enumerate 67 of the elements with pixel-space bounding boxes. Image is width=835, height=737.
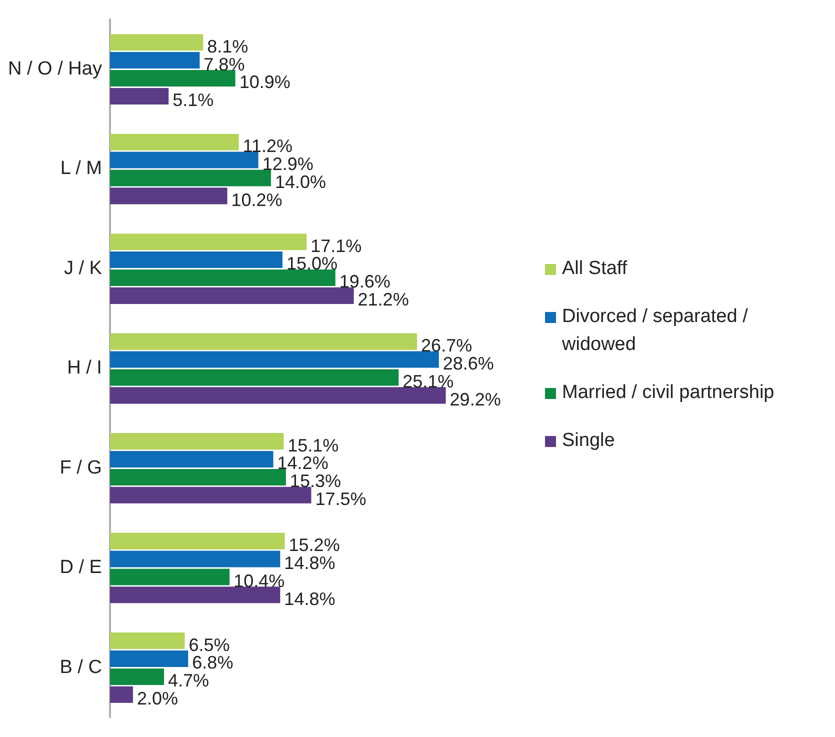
y-tick-label: F / G: [60, 457, 102, 478]
bar: [110, 650, 188, 668]
bar: [110, 134, 239, 150]
bar: [110, 88, 169, 104]
data-label: 17.5%: [315, 489, 366, 510]
data-label: 14.0%: [274, 172, 326, 192]
data-label: 6.5%: [188, 634, 230, 655]
bar: [110, 486, 312, 504]
data-label: 4.7%: [168, 670, 210, 691]
bar: [110, 52, 200, 69]
bar: [110, 333, 418, 350]
data-label: 7.8%: [204, 54, 245, 74]
bar: [110, 152, 258, 168]
data-label: 11.2%: [242, 136, 292, 156]
bar: [110, 632, 185, 650]
bar: [110, 34, 204, 51]
data-label: 2.0%: [136, 688, 178, 709]
bar: [110, 287, 354, 304]
data-label: 15.3%: [290, 471, 341, 492]
legend-label: Married / civil partnership: [562, 381, 774, 405]
bar: [110, 369, 399, 386]
bar: [110, 451, 274, 468]
data-label: 15.1%: [288, 435, 339, 456]
data-label: 26.7%: [421, 336, 472, 356]
data-label: 8.1%: [207, 36, 248, 56]
bar: [110, 686, 133, 703]
y-tick-label: D / E: [60, 557, 102, 578]
data-label: 10.4%: [234, 570, 285, 591]
bar: [110, 532, 285, 550]
bar: [110, 269, 336, 286]
legend-label: All Staff: [562, 257, 628, 281]
bar: [110, 387, 446, 404]
bar: [110, 668, 164, 685]
bar: [110, 468, 286, 486]
bar: [110, 586, 280, 604]
bar: [110, 351, 439, 368]
data-label: 6.8%: [192, 652, 234, 673]
data-label: 10.9%: [239, 72, 290, 92]
data-label: 29.2%: [450, 389, 501, 410]
legend-label: Single: [562, 429, 615, 453]
bar: [110, 550, 280, 568]
y-tick-label: B / C: [60, 656, 102, 678]
data-label: 10.2%: [231, 190, 282, 210]
bar: [110, 70, 236, 87]
bar: [110, 568, 230, 586]
bar: [110, 234, 307, 250]
data-label: 25.1%: [402, 371, 454, 392]
legend-label: Divorced / separated / widowed: [562, 305, 749, 357]
data-label: 14.8%: [284, 552, 336, 573]
data-label: 15.0%: [286, 254, 338, 274]
data-label: 17.1%: [310, 236, 362, 256]
data-label: 28.6%: [442, 353, 494, 374]
data-label: 5.1%: [172, 90, 214, 110]
data-label: 12.9%: [262, 154, 314, 174]
y-tick-label: N / O / Hay: [8, 58, 102, 80]
y-tick-label: H / I: [67, 358, 102, 379]
bar: [110, 252, 282, 268]
y-tick-label: L / M: [60, 158, 102, 180]
bar: [110, 188, 228, 204]
bar: [110, 170, 271, 186]
data-label: 14.2%: [277, 453, 328, 474]
data-label: 15.2%: [288, 535, 340, 556]
data-label: 19.6%: [339, 272, 390, 292]
data-label: 14.8%: [284, 588, 336, 609]
data-label: 21.2%: [358, 290, 409, 310]
y-tick-label: J / K: [64, 258, 102, 279]
bar: [110, 433, 284, 450]
